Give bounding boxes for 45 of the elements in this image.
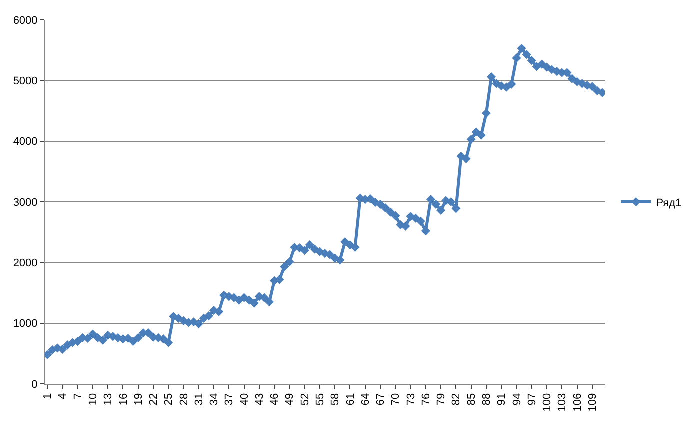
x-tick-label: 100: [542, 393, 554, 412]
x-tick-label: 94: [511, 393, 524, 406]
x-tick-label: 70: [390, 393, 402, 406]
x-tick-label: 31: [193, 393, 206, 406]
x-tick-label: 52: [299, 393, 312, 406]
x-tick-label: 103: [556, 393, 569, 412]
y-tick-label: 1000: [13, 318, 38, 330]
x-tick-label: 46: [269, 393, 282, 406]
y-tick-label: 4000: [13, 136, 38, 148]
x-tick-label: 13: [102, 393, 115, 406]
y-tick-label: 0: [32, 378, 38, 391]
x-tick-label: 97: [526, 393, 538, 406]
x-tick-label: 37: [224, 393, 236, 406]
x-tick-label: 91: [496, 393, 508, 406]
x-tick-label: 7: [72, 393, 84, 400]
x-tick-label: 88: [481, 393, 494, 406]
x-tick-label: 40: [238, 393, 251, 406]
x-tick-label: 109: [586, 393, 599, 412]
x-tick-label: 64: [360, 393, 372, 406]
x-tick-label: 49: [284, 393, 296, 406]
x-tick-label: 82: [450, 393, 463, 406]
x-tick-label: 79: [436, 393, 448, 406]
x-tick-label: 58: [330, 393, 342, 406]
legend-label: Ряд1: [656, 197, 682, 210]
x-tick-label: 61: [344, 393, 357, 406]
x-tick-label: 19: [132, 393, 145, 406]
y-tick-label: 5000: [13, 76, 38, 88]
y-tick-label: 3000: [13, 196, 38, 209]
x-tick-label: 16: [118, 393, 130, 406]
x-tick-label: 55: [314, 393, 327, 406]
x-tick-label: 4: [57, 393, 70, 400]
x-tick-label: 10: [88, 393, 100, 406]
y-tick-label: 6000: [13, 14, 38, 27]
x-tick-label: 34: [208, 393, 221, 406]
y-tick-label: 2000: [13, 258, 38, 270]
x-tick-label: 43: [254, 393, 266, 406]
x-tick-label: 85: [466, 393, 478, 406]
x-tick-label: 25: [163, 393, 176, 406]
x-tick-label: 76: [420, 393, 432, 406]
x-tick-label: 67: [375, 393, 388, 406]
x-tick-label: 28: [178, 393, 190, 406]
x-tick-label: 106: [572, 393, 584, 412]
x-tick-label: 22: [148, 393, 160, 406]
x-tick-label: 73: [405, 393, 418, 406]
x-tick-label: 1: [42, 393, 54, 400]
